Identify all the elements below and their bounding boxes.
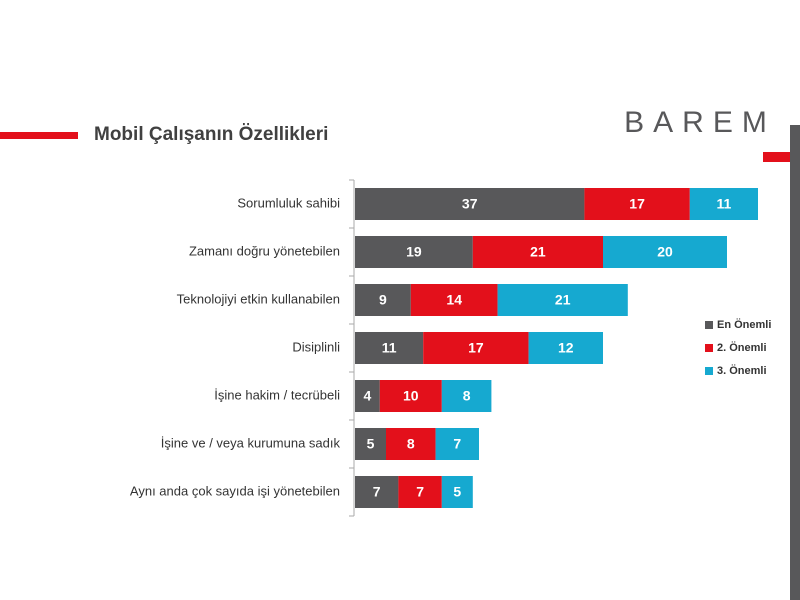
value-label: 8 — [463, 388, 471, 404]
value-label: 7 — [453, 436, 461, 452]
value-label: 17 — [468, 340, 484, 356]
value-label: 5 — [453, 484, 461, 500]
category-label: Teknolojiyi etkin kullanabilen — [177, 291, 340, 306]
bar-segment — [355, 284, 411, 316]
legend-label: 2. Önemli — [717, 341, 767, 354]
bar-segment — [528, 332, 603, 364]
bar-segment — [584, 188, 690, 220]
value-label: 4 — [364, 388, 372, 404]
value-label: 9 — [379, 292, 387, 308]
value-label: 7 — [373, 484, 381, 500]
bar-segment — [472, 236, 603, 268]
chart-title: Mobil Çalışanın Özellikleri — [94, 124, 328, 145]
value-label: 10 — [403, 388, 419, 404]
category-label: Aynı anda çok sayıda işi yönetebilen — [130, 483, 340, 498]
value-label: 19 — [406, 244, 422, 260]
category-label: Disiplinli — [292, 339, 340, 354]
value-label: 20 — [657, 244, 673, 260]
value-label: 7 — [416, 484, 424, 500]
bar-segment — [689, 188, 758, 220]
bar-segment — [355, 332, 424, 364]
logo: BAREM — [624, 106, 776, 139]
value-label: 37 — [462, 196, 478, 212]
accent-bar — [790, 125, 800, 600]
category-label: İşine ve / veya kurumuna sadık — [161, 435, 341, 450]
legend-label: 3. Önemli — [717, 364, 767, 377]
value-label: 8 — [407, 436, 415, 452]
bar-segment — [441, 476, 473, 508]
legend-label: En Önemli — [717, 318, 771, 331]
category-label: İşine hakim / tecrübeli — [214, 387, 340, 402]
bar-segment — [355, 188, 585, 220]
value-label: 21 — [530, 244, 546, 260]
legend-swatch — [705, 367, 713, 375]
value-label: 11 — [382, 340, 397, 356]
bar-segment — [441, 380, 492, 412]
accent-bar — [0, 132, 78, 139]
value-label: 5 — [367, 436, 375, 452]
value-label: 17 — [629, 196, 645, 212]
bar-segment — [423, 332, 529, 364]
bar-segment — [355, 428, 386, 460]
bar-segment — [355, 476, 399, 508]
bar-segment — [398, 476, 442, 508]
bar-segment — [355, 236, 473, 268]
accent-bar — [763, 152, 790, 162]
value-label: 12 — [558, 340, 574, 356]
category-label: Sorumluluk sahibi — [237, 195, 340, 210]
value-label: 14 — [446, 292, 462, 308]
value-label: 21 — [555, 292, 571, 308]
bar-segment — [410, 284, 498, 316]
bar-segment — [386, 428, 436, 460]
bar-segment — [497, 284, 628, 316]
legend-swatch — [705, 321, 713, 329]
bar-segment — [379, 380, 442, 412]
bar-segment — [355, 380, 380, 412]
bar-segment — [435, 428, 479, 460]
value-label: 11 — [716, 196, 731, 212]
bar-segment — [603, 236, 727, 268]
legend-swatch — [705, 344, 713, 352]
category-label: Zamanı doğru yönetebilen — [189, 243, 340, 258]
